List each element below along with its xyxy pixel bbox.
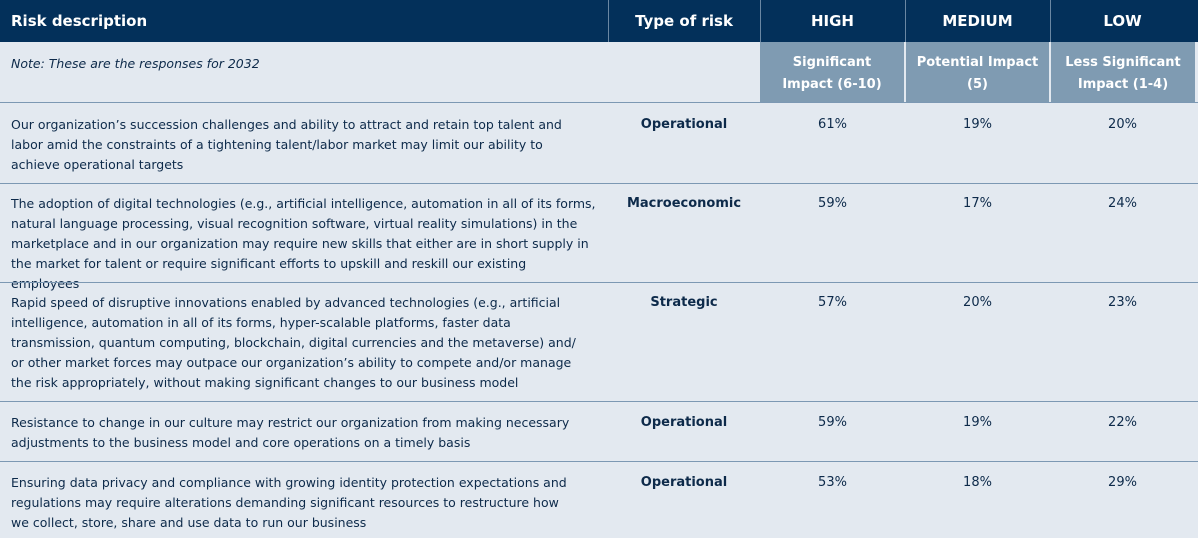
row-divider [0,461,1198,462]
row-divider [0,401,1198,402]
row-low: 22% [1108,415,1137,430]
header-divider [760,0,761,42]
row-medium: 19% [963,415,992,430]
description-line: achieve operational targets [11,157,184,172]
row-type: Operational [640,117,728,132]
row-low: 29% [1108,475,1137,490]
subheader-medium: Potential Impact (5) [906,42,1049,102]
row-type: Strategic [650,295,718,310]
subheader-medium-line: (5) [967,77,988,92]
row-high: 57% [818,295,847,310]
row-medium: 20% [963,295,992,310]
note-text: Note: These are the responses for 2032 [11,56,260,71]
description-line: intelligence, automation in all of its f… [11,315,511,330]
row-high: 59% [818,196,847,211]
row-description: Ensuring data privacy and compliance wit… [11,473,596,533]
description-line: Resistance to change in our culture may … [11,415,570,430]
description-line: Our organization’s succession challenges… [11,117,562,132]
description-line: natural language processing, visual reco… [11,216,578,231]
subheader-low-line: Impact (1-4) [1077,77,1169,92]
description-line: marketplace and in our organization may … [11,236,589,251]
row-description: Rapid speed of disruptive innovations en… [11,293,596,393]
header-medium: MEDIUM [942,12,1013,30]
row-high: 61% [818,117,847,132]
row-divider [0,183,1198,184]
row-description: Our organization’s succession challenges… [11,115,596,175]
row-low: 20% [1108,117,1137,132]
description-line: the market for talent or require signifi… [11,256,527,291]
row-medium: 17% [963,196,992,211]
description-line: Rapid speed of disruptive innovations en… [11,295,561,310]
header-divider [1050,0,1051,42]
header-type-of-risk: Type of risk [635,12,733,30]
header-low: LOW [1103,12,1142,30]
row-divider [0,282,1198,283]
header-risk-description: Risk description [11,12,148,30]
row-low: 24% [1108,196,1137,211]
description-line: we collect, store, share and use data to… [11,515,367,530]
row-divider [0,102,1198,103]
header-divider [608,0,609,42]
subheader-low: Less Significant Impact (1-4) [1051,42,1195,102]
description-line: labor amid the constraints of a tighteni… [11,137,543,152]
row-medium: 19% [963,117,992,132]
row-description: The adoption of digital technologies (e.… [11,194,596,294]
description-line: regulations may require alterations dema… [11,495,559,510]
subheader-high-line: Impact (6-10) [782,77,882,92]
description-line: adjustments to the business model and co… [11,435,471,450]
description-line: Ensuring data privacy and compliance wit… [11,475,567,490]
description-line: or other market forces may outpace our o… [11,355,572,370]
subheader-low-line: Less Significant [1065,55,1181,70]
row-high: 53% [818,475,847,490]
subheader-high-line: Significant [792,55,872,70]
header-divider [905,0,906,42]
subheader-medium-line: Potential Impact [916,55,1039,70]
table-header [0,0,1198,42]
row-type: Macroeconomic [626,196,742,211]
description-line: transmission, quantum computing, blockch… [11,335,576,350]
header-high: HIGH [810,12,854,30]
row-medium: 18% [963,475,992,490]
row-low: 23% [1108,295,1137,310]
description-line: The adoption of digital technologies (e.… [11,196,596,211]
row-description: Resistance to change in our culture may … [11,413,596,453]
subheader-high: Significant Impact (6-10) [760,42,904,102]
row-type: Operational [640,415,728,430]
row-high: 59% [818,415,847,430]
row-type: Operational [640,475,728,490]
description-line: the risk appropriately, without making s… [11,375,519,390]
